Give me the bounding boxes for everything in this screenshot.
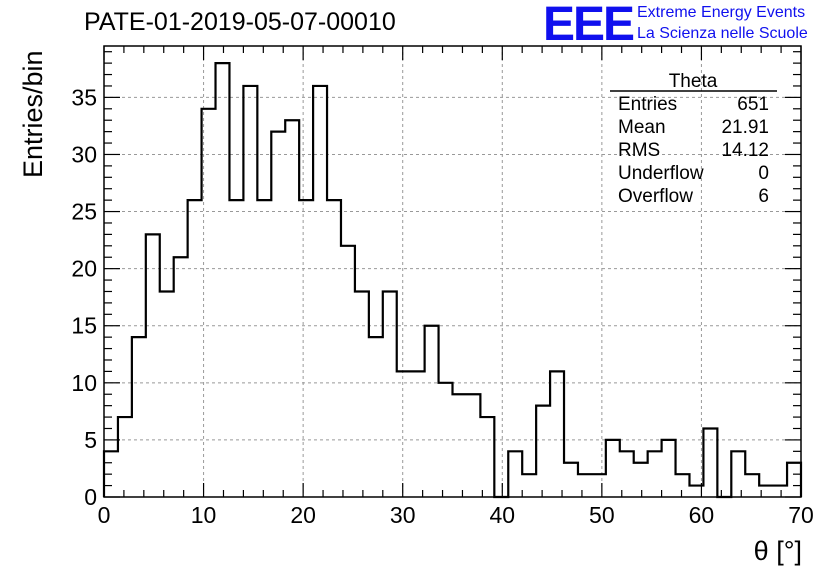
histogram-bin	[188, 200, 202, 497]
y-tick-label: 20	[71, 256, 97, 282]
logo-caption-line2: La Scienza nelle Scuole	[637, 25, 808, 42]
y-axis-ticks: 0 5 10 15 20 25 30 35	[71, 51, 801, 510]
histogram-bin	[606, 440, 620, 497]
y-axis-label: Entries/bin	[18, 50, 48, 178]
stats-value: 14.12	[721, 140, 769, 161]
y-tick-label: 5	[84, 427, 97, 453]
histogram-bin	[411, 371, 425, 497]
x-tick-label: 60	[689, 502, 715, 528]
histogram-bin	[160, 291, 174, 497]
x-tick-label: 70	[788, 502, 814, 528]
histogram-bin	[313, 86, 327, 497]
stats-value: 0	[758, 163, 769, 184]
histogram-bin	[773, 486, 787, 497]
histogram-bin	[425, 326, 439, 497]
histogram-bin	[703, 428, 717, 497]
histogram-bin	[257, 200, 271, 497]
histogram-bin	[243, 86, 257, 497]
y-tick-label: 30	[71, 141, 97, 167]
histogram-bin	[550, 371, 564, 497]
x-axis-ticks: 0 10 20 30 40 50 60 70	[98, 46, 814, 528]
histogram-bin	[285, 120, 299, 497]
histogram-bin	[564, 463, 578, 497]
stats-value: 651	[737, 94, 769, 115]
histogram-bin	[118, 417, 132, 497]
histogram-bin	[731, 451, 745, 497]
axes	[103, 45, 802, 498]
histogram-bin	[634, 463, 648, 497]
stats-name: Theta	[669, 71, 718, 92]
histogram-bin	[369, 337, 383, 497]
stats-label: Mean	[618, 117, 666, 138]
histogram-bin	[480, 417, 494, 497]
histogram-bin	[132, 337, 146, 497]
histogram-bin	[271, 132, 285, 497]
histogram-bin	[676, 474, 690, 497]
stats-box: Theta Entries 651 Mean 21.91 RMS 14.12 Underfl…	[610, 71, 777, 207]
stats-label: Underflow	[618, 163, 704, 184]
histogram-line	[102, 62, 803, 499]
histogram-bin	[536, 406, 550, 497]
x-tick-label: 40	[489, 502, 515, 528]
histogram-bin	[745, 474, 759, 497]
histogram-bin	[648, 451, 662, 497]
logo-caption-line1: Extreme Energy Events	[637, 4, 806, 21]
histogram-bin	[146, 234, 160, 497]
histogram-bin	[466, 394, 480, 497]
histogram-bin	[327, 200, 341, 497]
x-tick-label: 50	[589, 502, 615, 528]
histogram-bin	[299, 200, 313, 497]
grid-lines	[104, 46, 801, 497]
histogram-bins	[104, 63, 801, 497]
histogram-bin	[229, 200, 243, 497]
stats-value: 21.91	[721, 117, 769, 138]
plot-frame	[103, 45, 802, 498]
histogram-bin	[355, 291, 369, 497]
histogram-bin	[592, 474, 606, 497]
y-tick-label: 0	[84, 484, 97, 510]
histogram-bin	[578, 474, 592, 497]
y-tick-label: 15	[71, 313, 97, 339]
x-tick-label: 10	[191, 502, 217, 528]
y-tick-label: 10	[71, 370, 97, 396]
histogram-bin	[397, 371, 411, 497]
stats-label: Entries	[618, 94, 677, 115]
histogram-bin	[508, 451, 522, 497]
histogram-bin	[662, 440, 676, 497]
histogram-bin	[383, 291, 397, 497]
x-tick-label: 0	[98, 502, 111, 528]
stats-label: RMS	[618, 140, 660, 161]
y-tick-label: 35	[71, 84, 97, 110]
stats-value: 6	[758, 186, 769, 207]
histogram-bin	[216, 63, 230, 497]
histogram-bin	[174, 257, 188, 497]
histogram-bin	[453, 394, 467, 497]
histogram-bin	[341, 246, 355, 497]
x-tick-label: 20	[290, 502, 316, 528]
y-tick-label: 25	[71, 199, 97, 225]
stats-label: Overflow	[618, 186, 693, 207]
histogram-bin	[787, 463, 801, 497]
chart-title: PATE-01-2019-05-07-00010	[84, 8, 396, 36]
x-tick-label: 30	[390, 502, 416, 528]
eee-logo: EEE	[543, 0, 635, 51]
histogram-bin	[522, 474, 536, 497]
x-axis-label: θ [°]	[754, 536, 802, 566]
